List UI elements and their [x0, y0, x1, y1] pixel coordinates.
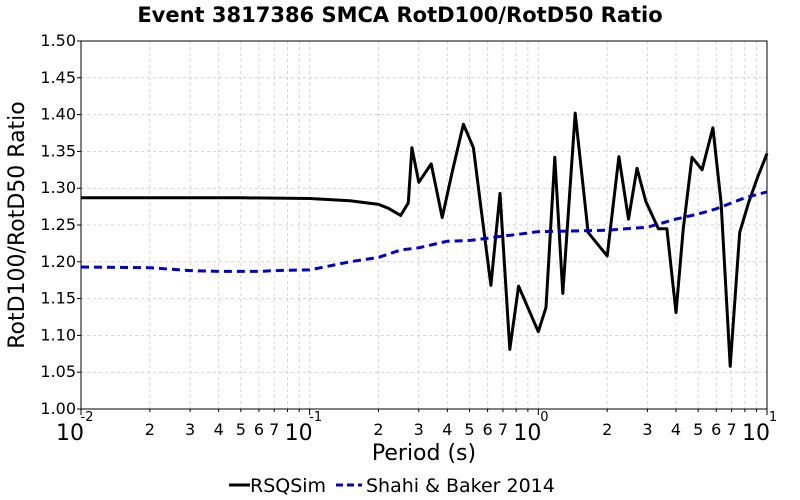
y-tick-label: 1.25	[40, 215, 76, 234]
x-tick-label-base: 10	[513, 421, 541, 446]
x-tick-label-exponent: 0	[540, 410, 548, 425]
x-minor-tick-label: 7	[498, 420, 508, 439]
x-minor-tick-label: 4	[214, 420, 224, 439]
x-minor-tick-label: 7	[269, 420, 279, 439]
y-tick-label: 1.20	[40, 252, 76, 271]
x-minor-tick-label: 5	[236, 420, 246, 439]
y-axis-ticks: 1.00 1.05 1.10 1.15 1.20 1.25 1.30 1.35 1.40 1.45…	[40, 31, 81, 418]
x-tick-label-base: 10	[285, 421, 313, 446]
x-minor-tick-label: 6	[711, 420, 721, 439]
series-group	[80, 111, 769, 368]
x-minor-tick-label: 4	[442, 420, 452, 439]
y-tick-label: 1.50	[40, 31, 76, 50]
series-line-shahi-baker	[80, 190, 768, 273]
x-minor-tick-label: 3	[414, 420, 424, 439]
x-minor-tick-label: 2	[373, 420, 383, 439]
x-tick-label-base: 10	[56, 421, 84, 446]
x-minor-tick-label: 2	[145, 420, 155, 439]
x-minor-tick-label: 2	[602, 420, 612, 439]
x-tick-label-exponent: 1	[769, 410, 777, 425]
x-minor-tick-label: 6	[254, 420, 264, 439]
x-minor-tick-label: 6	[483, 420, 493, 439]
x-minor-tick-label: 5	[693, 420, 703, 439]
x-minor-tick-label: 4	[671, 420, 681, 439]
legend-label-shahi-baker: Shahi & Baker 2014	[366, 475, 555, 497]
y-axis-label: RotD100/RotD50 Ratio	[5, 101, 30, 349]
y-tick-label: 1.35	[40, 141, 76, 160]
x-tick-label-exponent: -1	[309, 410, 322, 425]
y-tick-label: 1.45	[40, 68, 76, 87]
y-tick-label: 1.05	[40, 362, 76, 381]
x-tick-label-base: 10	[742, 421, 770, 446]
y-tick-label: 1.30	[40, 178, 76, 197]
x-tick-label-exponent: -2	[81, 410, 94, 425]
x-minor-tick-label: 7	[726, 420, 736, 439]
legend: RSQSim Shahi & Baker 2014	[229, 475, 555, 497]
x-axis-label: Period (s)	[372, 441, 476, 466]
y-tick-label: 1.10	[40, 325, 76, 344]
x-minor-tick-label: 3	[185, 420, 195, 439]
legend-label-rsqsim: RSQSim	[250, 475, 326, 497]
series-line-rsqsim	[81, 111, 769, 368]
grid	[81, 41, 767, 409]
chart-title: Event 3817386 SMCA RotD100/RotD50 Ratio	[137, 3, 662, 27]
x-minor-tick-label: 5	[464, 420, 474, 439]
y-tick-label: 1.15	[40, 289, 76, 308]
x-minor-tick-label: 3	[642, 420, 652, 439]
y-tick-label: 1.00	[40, 399, 76, 418]
y-tick-label: 1.40	[40, 105, 76, 124]
